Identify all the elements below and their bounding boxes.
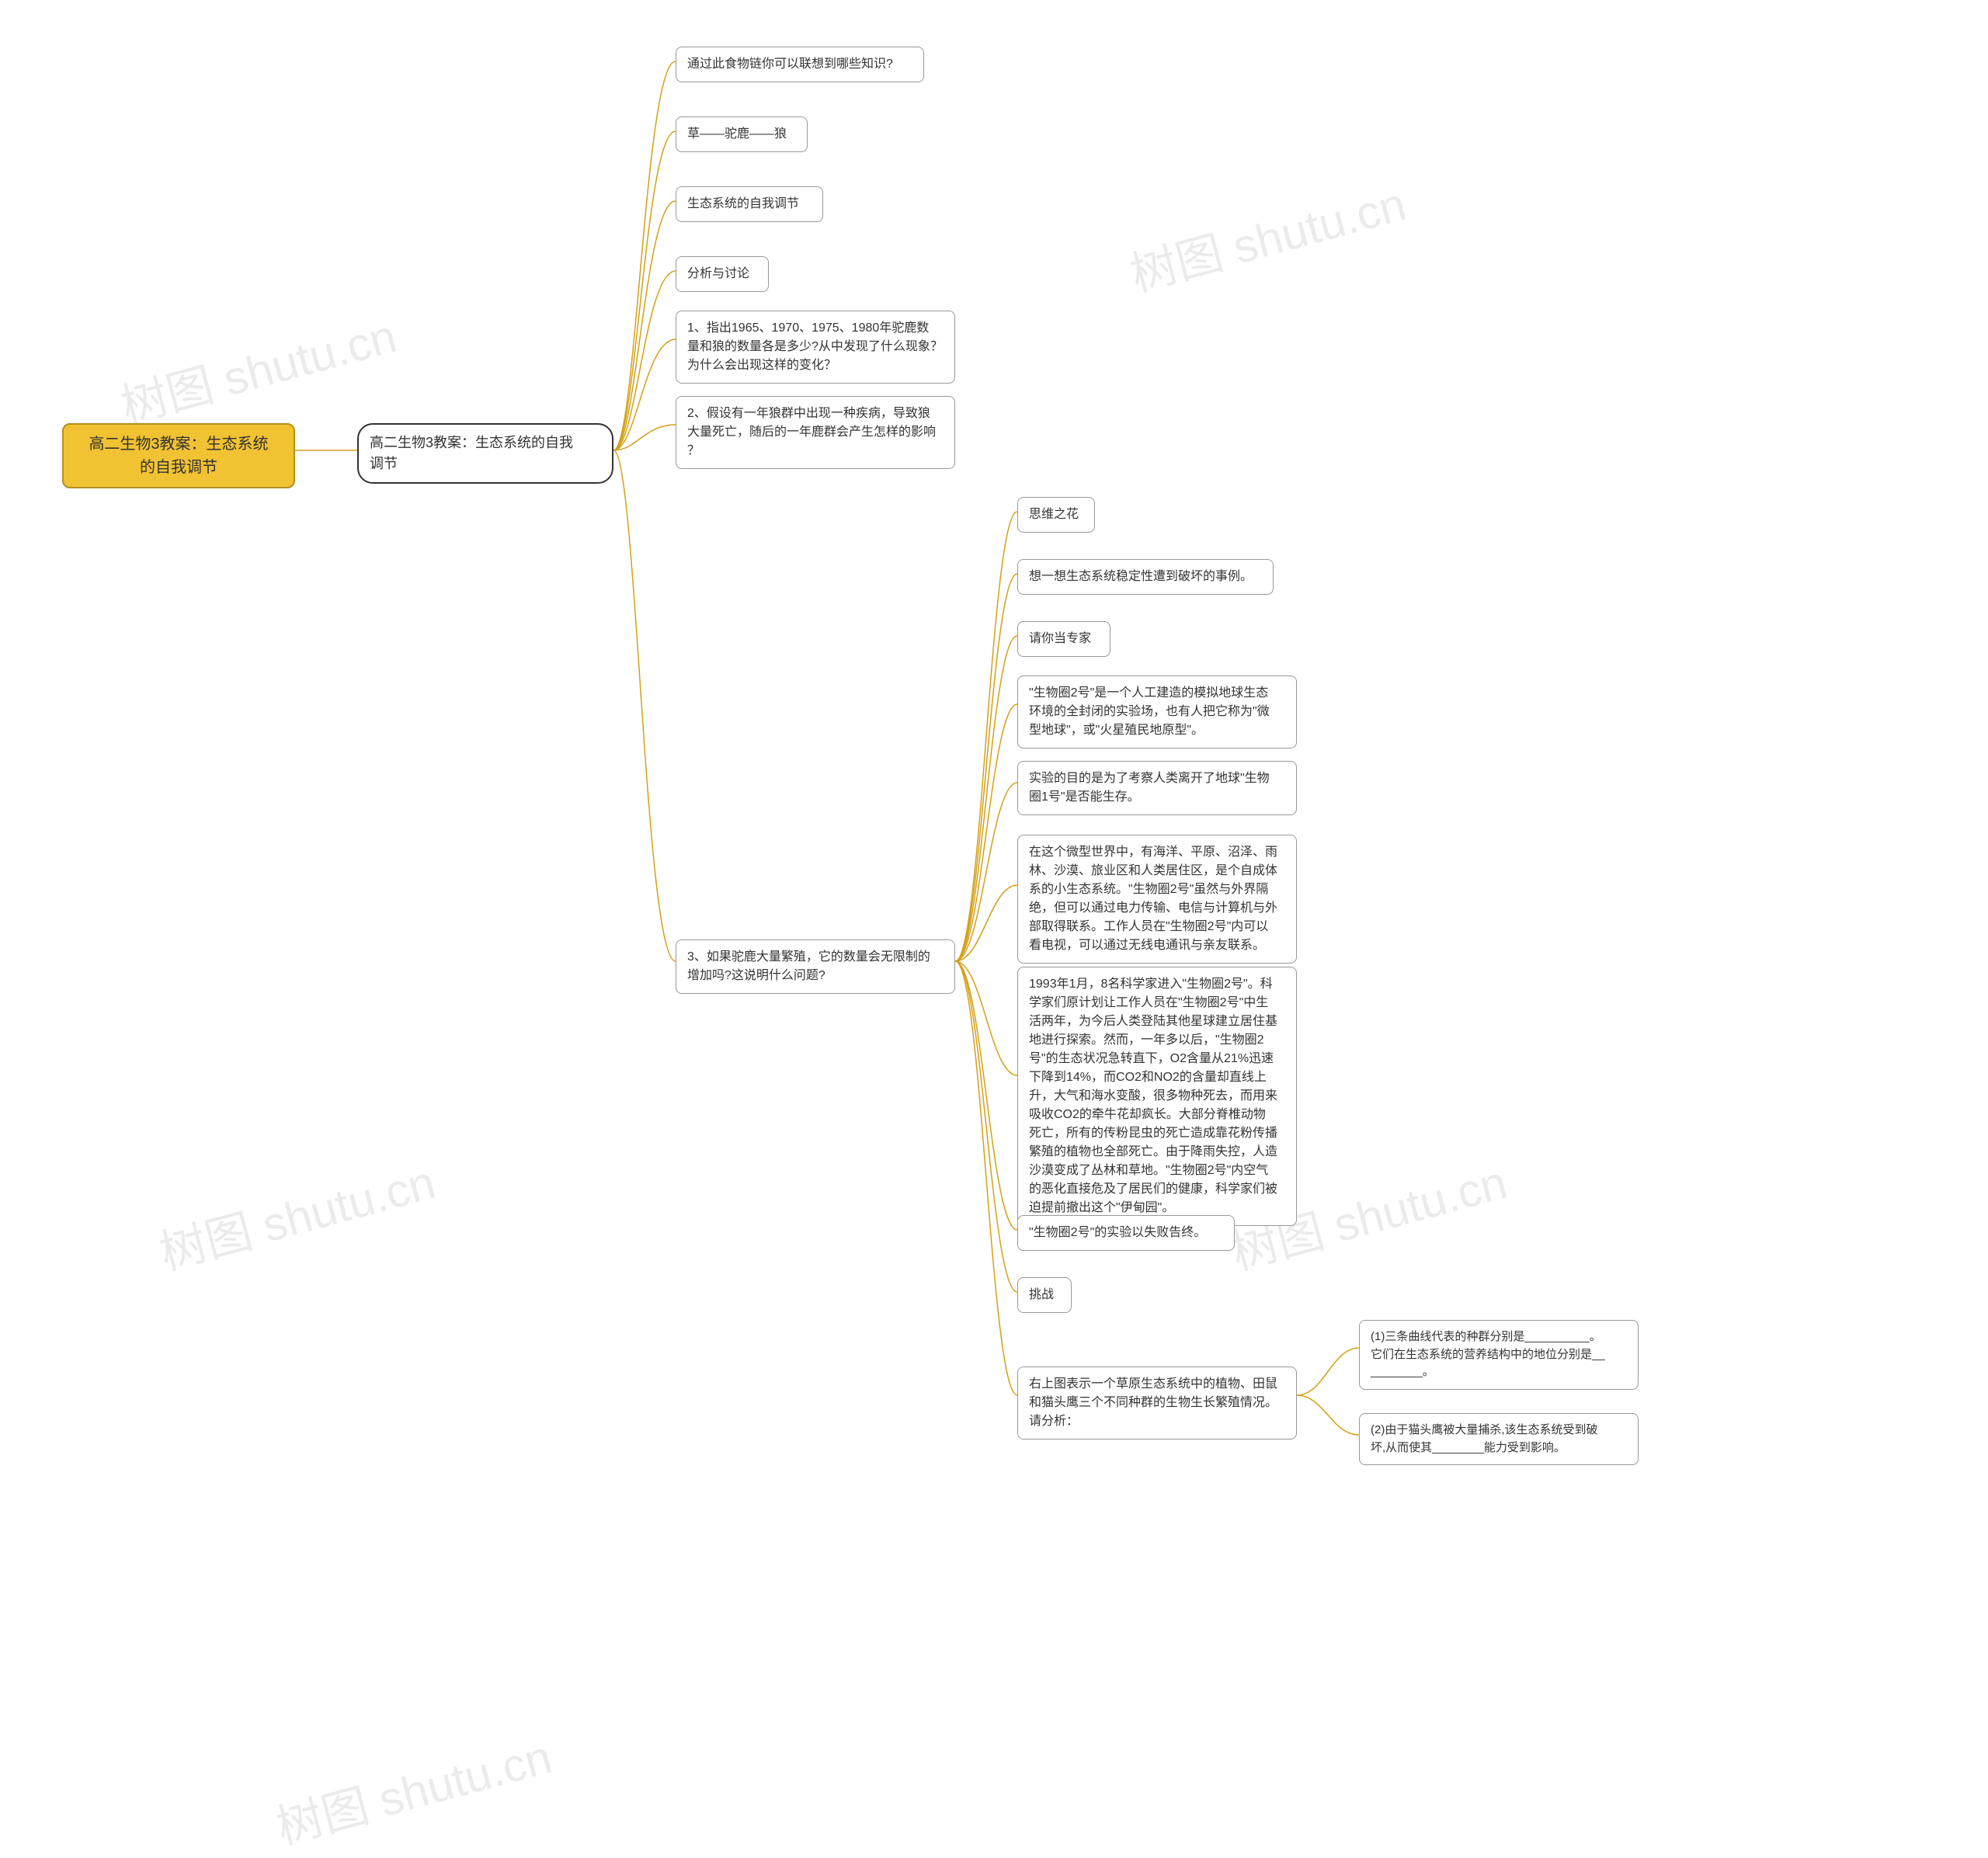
level3-node: 右上图表示一个草原生态系统中的植物、田鼠和猫头鹰三个不同种群的生物生长繁殖情况。… [1017, 1367, 1297, 1440]
level3-node: 挑战 [1017, 1277, 1072, 1313]
level2-node: 1、指出1965、1970、1975、1980年驼鹿数量和狼的数量各是多少?从中… [676, 311, 955, 384]
node-label: "生物圈2号"是一个人工建造的模拟地球生态环境的全封闭的实验场，也有人把它称为"… [1029, 686, 1270, 737]
level3-node: 实验的目的是为了考察人类离开了地球"生物圈1号"是否能生存。 [1017, 761, 1297, 815]
node-label: 3、如果驼鹿大量繁殖，它的数量会无限制的增加吗?这说明什么问题? [687, 950, 930, 982]
level2-node: 分析与讨论 [676, 256, 769, 292]
level3-node: 想一想生态系统稳定性遭到破坏的事例。 [1017, 559, 1274, 595]
node-label: 思维之花 [1029, 508, 1079, 521]
node-label: 分析与讨论 [687, 267, 749, 280]
node-label: (2)由于猫头鹰被大量捕杀,该生态系统受到破坏,从而使其________能力受到… [1371, 1423, 1598, 1454]
node-label: 实验的目的是为了考察人类离开了地球"生物圈1号"是否能生存。 [1029, 772, 1270, 804]
node-label: 通过此食物链你可以联想到哪些知识? [687, 57, 893, 71]
node-label: 想一想生态系统稳定性遭到破坏的事例。 [1029, 570, 1253, 583]
watermark: 树图 shutu.cn [151, 1144, 442, 1283]
node-label: 草——驼鹿——狼 [687, 127, 787, 141]
watermark: 树图 shutu.cn [268, 1719, 558, 1857]
level2-node: 草——驼鹿——狼 [676, 116, 808, 152]
watermark: 树图 shutu.cn [113, 298, 403, 436]
level1-node: 高二生物3教案：生态系统的自我调节 [357, 423, 613, 484]
node-label: 2、假设有一年狼群中出现一种疾病，导致狼大量死亡，随后的一年鹿群会产生怎样的影响… [687, 407, 936, 457]
level3-node: "生物圈2号"是一个人工建造的模拟地球生态环境的全封闭的实验场，也有人把它称为"… [1017, 675, 1297, 748]
level2-node: 3、如果驼鹿大量繁殖，它的数量会无限制的增加吗?这说明什么问题? [676, 939, 955, 994]
node-label: "生物圈2号"的实验以失败告终。 [1029, 1226, 1206, 1239]
connector-layer [0, 0, 1988, 1820]
level4-node: (1)三条曲线代表的种群分别是__________。它们在生态系统的营养结构中的… [1359, 1320, 1639, 1390]
node-label: 右上图表示一个草原生态系统中的植物、田鼠和猫头鹰三个不同种群的生物生长繁殖情况。… [1029, 1377, 1277, 1428]
node-label: 生态系统的自我调节 [687, 197, 799, 210]
node-label: 1993年1月，8名科学家进入"生物圈2号"。科学家们原计划让工作人员在"生物圈… [1029, 978, 1277, 1214]
root-label: 高二生物3教案：生态系统的自我调节 [89, 436, 268, 476]
watermark: 树图 shutu.cn [1122, 166, 1413, 304]
level2-node: 生态系统的自我调节 [676, 186, 823, 222]
node-label: 请你当专家 [1029, 632, 1091, 645]
node-label: 在这个微型世界中，有海洋、平原、沼泽、雨林、沙漠、旅业区和人类居住区，是个自成体… [1029, 846, 1277, 952]
level2-node: 2、假设有一年狼群中出现一种疾病，导致狼大量死亡，随后的一年鹿群会产生怎样的影响… [676, 396, 955, 469]
level3-node: 1993年1月，8名科学家进入"生物圈2号"。科学家们原计划让工作人员在"生物圈… [1017, 967, 1297, 1226]
level3-node: 在这个微型世界中，有海洋、平原、沼泽、雨林、沙漠、旅业区和人类居住区，是个自成体… [1017, 835, 1297, 964]
level2-node: 通过此食物链你可以联想到哪些知识? [676, 47, 924, 82]
level3-node: 请你当专家 [1017, 621, 1110, 657]
node-label: (1)三条曲线代表的种群分别是__________。它们在生态系统的营养结构中的… [1371, 1330, 1605, 1378]
level4-node: (2)由于猫头鹰被大量捕杀,该生态系统受到破坏,从而使其________能力受到… [1359, 1413, 1639, 1465]
level1-label: 高二生物3教案：生态系统的自我调节 [370, 435, 573, 471]
node-label: 1、指出1965、1970、1975、1980年驼鹿数量和狼的数量各是多少?从中… [687, 321, 943, 372]
level3-node: "生物圈2号"的实验以失败告终。 [1017, 1215, 1235, 1251]
node-label: 挑战 [1029, 1288, 1054, 1301]
root-node: 高二生物3教案：生态系统的自我调节 [62, 423, 295, 488]
level3-node: 思维之花 [1017, 497, 1095, 533]
